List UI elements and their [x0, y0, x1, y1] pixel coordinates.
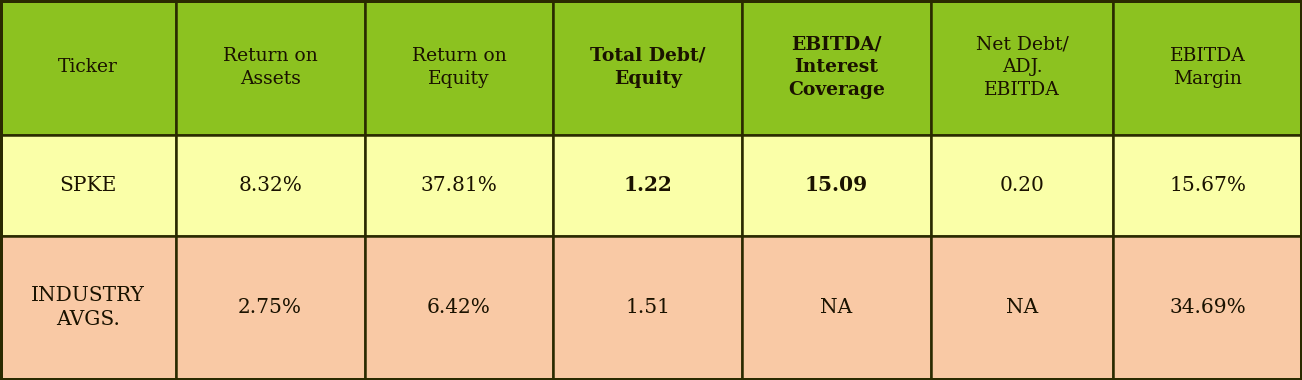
Bar — [0, 0, 176, 135]
Bar — [931, 135, 1113, 236]
Bar — [742, 0, 931, 135]
Bar — [176, 135, 365, 236]
Text: EBITDA
Margin: EBITDA Margin — [1169, 47, 1246, 88]
Text: 1.51: 1.51 — [625, 298, 671, 317]
Text: Net Debt/
ADJ.
EBITDA: Net Debt/ ADJ. EBITDA — [975, 36, 1069, 99]
Text: Return on
Assets: Return on Assets — [223, 47, 318, 88]
Text: 15.67%: 15.67% — [1169, 176, 1246, 195]
Text: 37.81%: 37.81% — [421, 176, 497, 195]
Bar — [553, 0, 742, 135]
Bar — [553, 135, 742, 236]
Bar — [0, 135, 176, 236]
Text: EBITDA/
Interest
Coverage: EBITDA/ Interest Coverage — [788, 36, 885, 99]
Text: 8.32%: 8.32% — [238, 176, 302, 195]
Bar — [1113, 135, 1302, 236]
Bar — [553, 236, 742, 380]
Text: 15.09: 15.09 — [805, 175, 868, 195]
Text: Total Debt/
Equity: Total Debt/ Equity — [590, 47, 706, 88]
Text: 1.22: 1.22 — [624, 175, 672, 195]
Bar — [0, 236, 176, 380]
Text: NA: NA — [1006, 298, 1038, 317]
Bar — [931, 236, 1113, 380]
Text: 0.20: 0.20 — [1000, 176, 1044, 195]
Bar — [176, 236, 365, 380]
Bar — [365, 0, 553, 135]
Bar — [365, 135, 553, 236]
Text: 6.42%: 6.42% — [427, 298, 491, 317]
Text: Return on
Equity: Return on Equity — [411, 47, 506, 88]
Bar — [1113, 0, 1302, 135]
Bar — [1113, 236, 1302, 380]
Text: 34.69%: 34.69% — [1169, 298, 1246, 317]
Bar — [742, 236, 931, 380]
Text: INDUSTRY
AVGS.: INDUSTRY AVGS. — [31, 286, 145, 329]
Text: NA: NA — [820, 298, 853, 317]
Text: 2.75%: 2.75% — [238, 298, 302, 317]
Bar — [931, 0, 1113, 135]
Text: SPKE: SPKE — [59, 176, 117, 195]
Bar — [742, 135, 931, 236]
Bar — [365, 236, 553, 380]
Bar — [176, 0, 365, 135]
Text: Ticker: Ticker — [59, 59, 117, 76]
